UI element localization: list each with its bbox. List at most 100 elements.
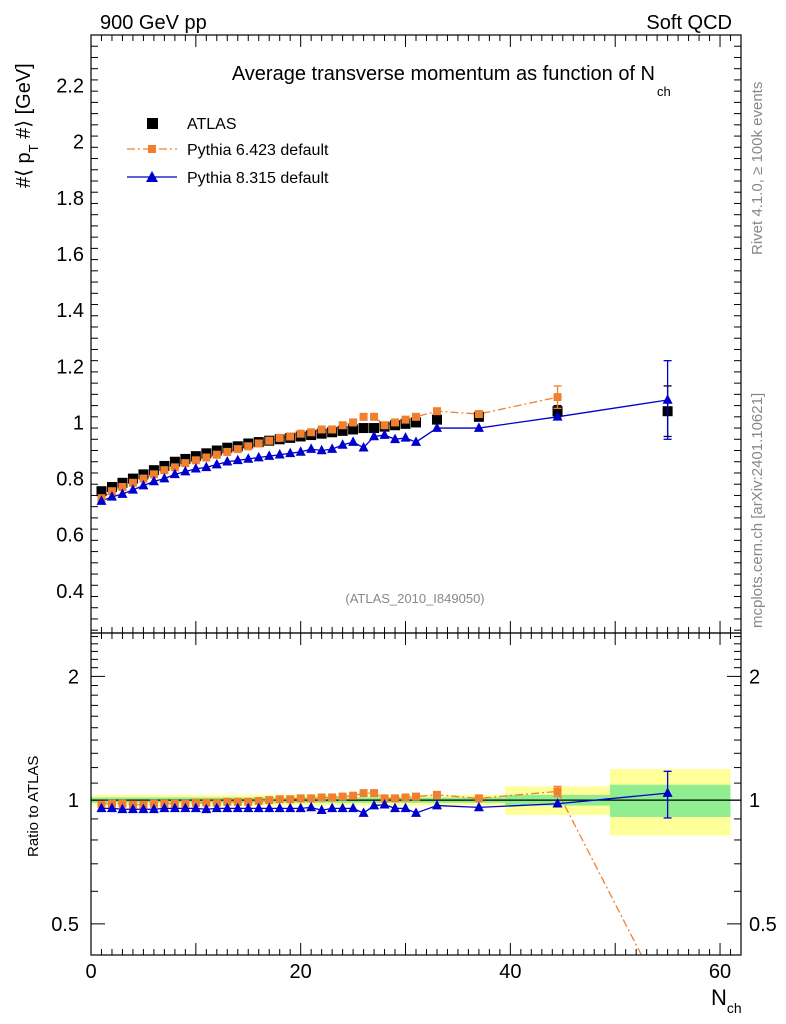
pythia6-point: [275, 433, 284, 442]
pythia6-point: [160, 466, 169, 475]
pythia8-point: [295, 446, 306, 456]
atlas-point: [348, 424, 359, 435]
main-y-tick-label: 2: [73, 132, 84, 154]
ratio-y-tick-label-left: 0.5: [51, 914, 79, 936]
ratio-pythia8-point: [662, 787, 673, 797]
ratio-pythia8-point: [169, 802, 180, 813]
main-y-tick-label: 1.2: [56, 356, 84, 378]
pythia6-point: [212, 450, 221, 459]
ratio-pythia8-point: [358, 807, 369, 817]
ratio-pythia6-point: [202, 798, 211, 807]
atlas-point: [337, 425, 348, 436]
pythia8-point: [316, 444, 327, 455]
ratio-pythia8-point: [148, 803, 159, 814]
ratio-pythia6-point: [265, 796, 274, 805]
ratio-pythia8-point: [106, 802, 117, 813]
atlas-point: [169, 456, 180, 467]
pythia8-point: [337, 439, 348, 449]
pythia6-point: [170, 463, 179, 472]
mcplots-label: mcplots.cern.ch [arXiv:2401.10621]: [749, 393, 766, 628]
ratio-pythia8-point: [96, 802, 107, 813]
atlas-point: [211, 445, 222, 456]
ratio-pythia8-point: [253, 802, 264, 813]
pythia6-point: [401, 415, 410, 424]
atlas-point: [369, 423, 380, 434]
atlas-point: [411, 417, 421, 428]
ratio-pythia6-point: [380, 794, 389, 803]
pythia8-point: [159, 472, 170, 483]
pythia8-point: [348, 436, 359, 446]
pythia6-point: [254, 439, 263, 448]
pythia6-point: [474, 410, 483, 419]
ratio-pythia8-point: [159, 802, 170, 813]
ratio-pythia8-point: [138, 803, 149, 814]
pythia8-point: [169, 468, 180, 479]
pythia6-point: [553, 393, 562, 402]
atlas-point: [400, 418, 411, 429]
ratio-pythia6-point: [553, 787, 562, 796]
main-title-subscript: ch: [657, 84, 671, 99]
ratio-pythia6-tail: [556, 791, 642, 956]
pythia8-point: [127, 484, 138, 494]
pythia8-point: [117, 488, 128, 498]
pythia8-point: [473, 422, 484, 432]
pythia6-line: [101, 396, 558, 499]
pythia6-point: [139, 474, 148, 483]
pythia6-point: [202, 453, 211, 462]
atlas-point: [96, 486, 107, 497]
legend-atlas-marker: [147, 118, 158, 129]
ratio-pythia6-point: [286, 795, 295, 804]
atlas-point: [431, 414, 442, 425]
atlas-point: [190, 451, 201, 462]
main-y-tick-label: 0.8: [56, 469, 84, 491]
ratio-pythia8-point: [285, 802, 296, 813]
ratio-pythia6-point: [244, 797, 253, 806]
legend-pythia6-label: Pythia 6.423 default: [187, 142, 329, 159]
pythia8-point: [285, 447, 296, 458]
ratio-pythia6-point: [223, 797, 232, 806]
atlas-point: [201, 448, 212, 459]
pythia8-point: [306, 443, 317, 453]
atlas-point: [127, 473, 138, 484]
ratio-pythia6-point: [233, 797, 242, 806]
main-y-tick-label: 1: [73, 412, 84, 434]
ratio-pythia6-point: [370, 789, 379, 798]
ratio-y-tick-label-right: 0.5: [749, 914, 777, 936]
pythia6-point: [296, 429, 305, 438]
atlas-point: [222, 442, 233, 453]
header-left: 900 GeV pp: [100, 12, 207, 34]
main-y-tick-label: 1.4: [56, 300, 84, 322]
pythia8-point: [222, 456, 233, 466]
ratio-pythia8-point: [127, 803, 138, 814]
main-y-tick-label: 1.8: [56, 188, 84, 210]
ratio-pythia6-point: [391, 794, 400, 803]
pythia6-point: [338, 421, 347, 430]
ratio-pythia6-point: [338, 792, 347, 801]
rivet-label: Rivet 4.1.0, ≥ 100k events: [749, 82, 766, 255]
ratio-pythia8-point: [473, 801, 484, 812]
pythia6-point: [412, 412, 420, 421]
pythia8-point: [138, 479, 149, 490]
ratio-pythia8-point: [264, 802, 275, 813]
pythia6-point: [265, 436, 274, 445]
atlas-point: [138, 469, 149, 480]
ratio-pythia8-point: [390, 802, 401, 813]
pythia8-point: [201, 461, 212, 472]
ratio-pythia6-line: [101, 790, 558, 806]
atlas-point: [180, 453, 191, 464]
ratio-pythia8-point: [232, 802, 243, 813]
ratio-pythia8-point: [306, 801, 317, 812]
pythia8-point: [148, 475, 159, 486]
pythia6-point: [359, 412, 368, 421]
pythia8-point: [379, 429, 390, 439]
ratio-pythia6-point: [474, 794, 483, 803]
pythia8-point: [390, 433, 401, 444]
main-y-tick-label: 1.6: [56, 244, 84, 266]
ratio-pythia8-point: [327, 802, 338, 813]
ratio-pythia6-point: [317, 793, 326, 802]
ratio-y-label: Ratio to ATLAS: [25, 756, 42, 857]
pythia8-point: [327, 443, 338, 453]
ratio-y-tick-label-right: 1: [749, 790, 760, 812]
ratio-pythia6-point: [412, 792, 420, 801]
